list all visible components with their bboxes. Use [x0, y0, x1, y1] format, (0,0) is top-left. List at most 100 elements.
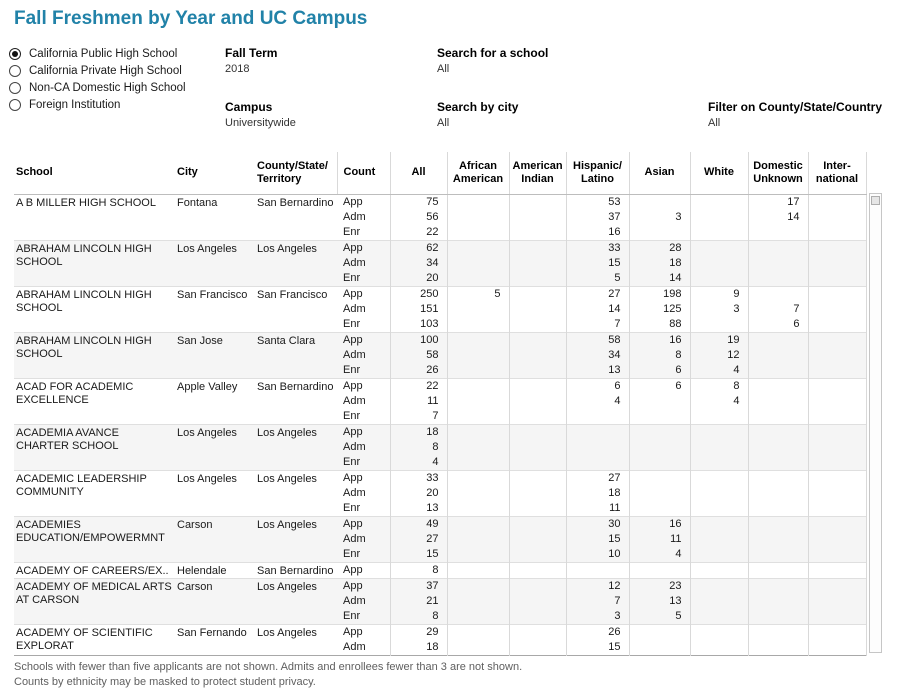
value-cell[interactable]	[807, 270, 867, 286]
value-cell[interactable]	[689, 423, 748, 440]
value-cell[interactable]	[747, 639, 808, 655]
value-cell[interactable]	[508, 623, 566, 640]
count-type-cell[interactable]: Adm	[337, 439, 390, 455]
value-cell[interactable]: 16	[628, 515, 690, 532]
value-cell[interactable]: 7	[389, 408, 447, 424]
value-cell[interactable]	[446, 362, 509, 378]
value-cell[interactable]	[508, 561, 566, 578]
value-cell[interactable]: 33	[565, 239, 629, 256]
count-type-cell[interactable]: App	[337, 423, 390, 440]
value-cell[interactable]	[807, 209, 867, 225]
count-type-cell[interactable]: Adm	[343, 302, 366, 315]
value-cell[interactable]	[628, 639, 690, 655]
column-header-school[interactable]: School	[14, 152, 175, 195]
value-cell[interactable]: 30	[565, 515, 629, 532]
value-cell[interactable]	[807, 439, 867, 455]
county-cell[interactable]: Santa Clara	[255, 331, 337, 378]
value-cell[interactable]: 7	[565, 316, 629, 332]
value-cell[interactable]	[628, 408, 690, 424]
school-cell[interactable]: ACADEMIES EDUCATION/EMPOWERMNT	[14, 515, 175, 562]
value-cell[interactable]	[508, 301, 566, 317]
count-type-cell[interactable]: Adm	[343, 486, 366, 499]
value-cell[interactable]: 14	[747, 209, 808, 225]
county-cell[interactable]: Los Angeles	[255, 623, 337, 655]
value-cell[interactable]: 11	[565, 500, 629, 516]
value-cell[interactable]	[807, 347, 867, 363]
radio-icon[interactable]	[9, 81, 21, 94]
count-type-cell[interactable]: App	[337, 623, 390, 640]
count-type-cell[interactable]: App	[337, 577, 390, 594]
value-cell[interactable]	[807, 515, 867, 532]
value-cell[interactable]	[508, 362, 566, 378]
value-cell[interactable]	[446, 316, 509, 332]
value-cell[interactable]	[508, 454, 566, 470]
value-cell[interactable]: 100	[389, 331, 447, 348]
value-cell[interactable]	[508, 255, 566, 271]
county-cell[interactable]: San Bernardino	[255, 561, 337, 578]
value-cell[interactable]	[689, 561, 748, 578]
value-cell[interactable]	[747, 408, 808, 424]
count-type-cell[interactable]: App	[337, 377, 390, 394]
value-cell[interactable]	[807, 224, 867, 240]
value-cell[interactable]	[747, 531, 808, 547]
value-cell[interactable]: 8	[628, 347, 690, 363]
value-cell[interactable]	[689, 485, 748, 501]
value-cell[interactable]	[446, 408, 509, 424]
value-cell[interactable]	[446, 270, 509, 286]
city-cell[interactable]: Helendale	[175, 561, 255, 578]
value-cell[interactable]: 56	[389, 209, 447, 225]
city-cell[interactable]: Apple Valley	[175, 377, 255, 424]
value-cell[interactable]: 7	[565, 593, 629, 609]
value-cell[interactable]: 14	[565, 301, 629, 317]
value-cell[interactable]: 8	[389, 608, 447, 624]
value-cell[interactable]	[807, 423, 867, 440]
column-header-international[interactable]: Inter- national	[807, 152, 867, 195]
value-cell[interactable]	[689, 439, 748, 455]
filter-search-school-value[interactable]: All	[437, 63, 450, 75]
value-cell[interactable]	[446, 209, 509, 225]
value-cell[interactable]: 88	[628, 316, 690, 332]
value-cell[interactable]: 26	[565, 623, 629, 640]
value-cell[interactable]	[747, 485, 808, 501]
value-cell[interactable]	[807, 408, 867, 424]
value-cell[interactable]	[689, 255, 748, 271]
city-cell[interactable]: San Francisco	[175, 285, 255, 332]
radio-option[interactable]: Foreign Institution	[9, 96, 186, 113]
value-cell[interactable]	[446, 224, 509, 240]
value-cell[interactable]	[689, 408, 748, 424]
value-cell[interactable]: 18	[628, 255, 690, 271]
value-cell[interactable]	[689, 515, 748, 532]
value-cell[interactable]: 37	[389, 577, 447, 594]
value-cell[interactable]	[807, 331, 867, 348]
school-cell[interactable]: ABRAHAM LINCOLN HIGH SCHOOL	[14, 331, 175, 378]
value-cell[interactable]	[508, 439, 566, 455]
count-type-cell[interactable]: Adm	[343, 210, 366, 223]
value-cell[interactable]	[446, 485, 509, 501]
value-cell[interactable]	[628, 224, 690, 240]
value-cell[interactable]: 15	[565, 531, 629, 547]
value-cell[interactable]: 4	[689, 362, 748, 378]
value-cell[interactable]	[747, 393, 808, 409]
value-cell[interactable]: 21	[389, 593, 447, 609]
city-cell[interactable]: San Jose	[175, 331, 255, 378]
school-cell[interactable]: ACADEMY OF SCIENTIFIC EXPLORAT	[14, 623, 175, 655]
value-cell[interactable]	[446, 546, 509, 562]
value-cell[interactable]: 9	[689, 285, 748, 302]
filter-campus-value[interactable]: Universitywide	[225, 117, 296, 129]
value-cell[interactable]	[689, 454, 748, 470]
city-cell[interactable]: Fontana	[175, 193, 255, 240]
value-cell[interactable]	[807, 546, 867, 562]
value-cell[interactable]	[689, 608, 748, 624]
county-cell[interactable]: Los Angeles	[255, 239, 337, 286]
value-cell[interactable]: 8	[389, 561, 447, 578]
value-cell[interactable]	[747, 577, 808, 594]
value-cell[interactable]	[446, 239, 509, 256]
school-cell[interactable]: ACADEMY OF MEDICAL ARTS AT CARSON	[14, 577, 175, 624]
value-cell[interactable]	[689, 209, 748, 225]
value-cell[interactable]: 6	[628, 362, 690, 378]
school-cell[interactable]: ABRAHAM LINCOLN HIGH SCHOOL	[14, 285, 175, 332]
county-cell[interactable]: Los Angeles	[255, 423, 337, 470]
value-cell[interactable]	[807, 500, 867, 516]
value-cell[interactable]: 62	[389, 239, 447, 256]
value-cell[interactable]: 8	[689, 377, 748, 394]
